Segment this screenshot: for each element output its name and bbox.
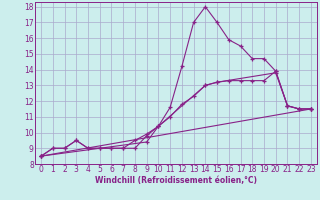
X-axis label: Windchill (Refroidissement éolien,°C): Windchill (Refroidissement éolien,°C) <box>95 176 257 185</box>
